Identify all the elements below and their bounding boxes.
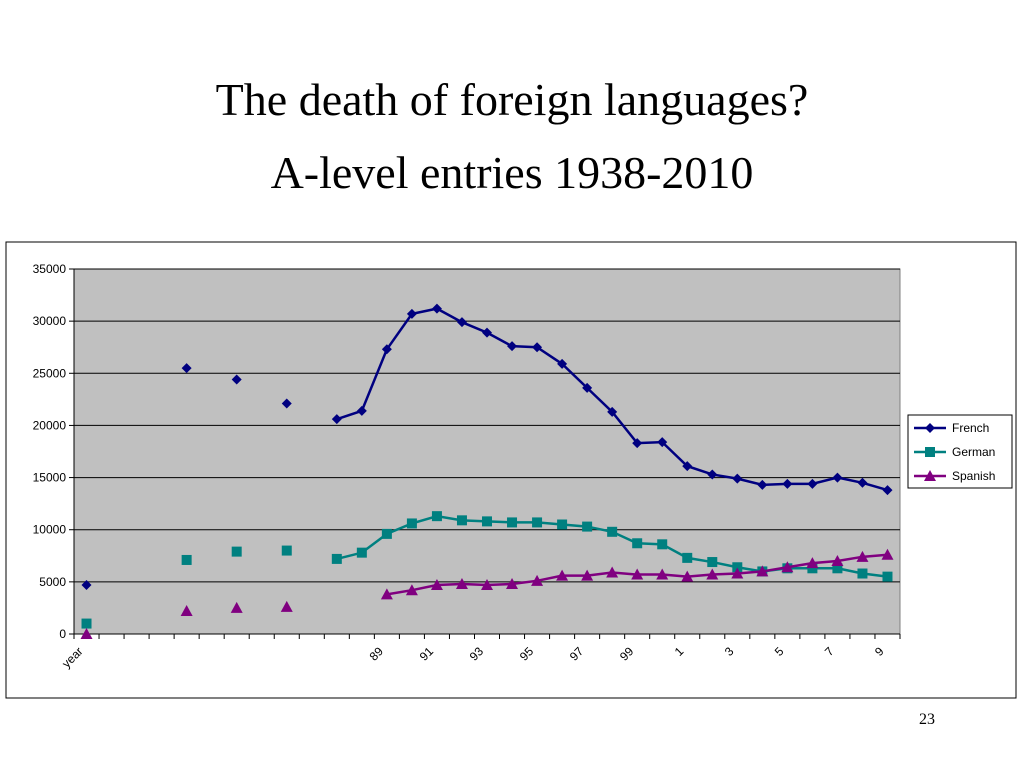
data-point [532,342,543,353]
data-point [331,414,342,425]
data-point [281,398,292,409]
data-point [656,568,669,580]
y-tick-label: 10000 [33,523,67,537]
data-point [707,469,718,480]
data-point [231,374,242,385]
data-point [356,547,367,558]
data-point [657,437,668,448]
data-point [430,578,443,590]
data-point [431,303,442,314]
data-point [380,588,393,600]
data-point [807,563,818,574]
data-point [506,577,519,589]
data-point [606,566,619,578]
data-point [631,568,644,580]
data-point [557,519,568,530]
data-point [481,578,493,590]
legend-marker [925,423,935,433]
data-point [806,557,819,569]
data-point [405,584,418,596]
data-point [381,344,392,355]
data-point [557,358,568,369]
data-point [531,574,544,586]
data-point [181,554,192,565]
data-point [757,479,768,490]
data-point [532,517,543,528]
data-point [882,485,893,496]
data-point [582,382,593,393]
data-point [280,600,293,612]
data-point [406,308,417,319]
legend-label: German [952,445,995,459]
data-point [857,477,868,488]
data-point [582,521,593,532]
data-point [81,618,92,629]
y-tick-label: 20000 [33,418,67,432]
chart-title: The death of foreign languages? [216,74,809,125]
data-point [581,569,594,581]
data-point [456,317,467,328]
data-point [331,553,342,564]
legend-label: French [952,421,989,435]
data-point [782,478,793,489]
data-point [406,518,417,529]
data-point [632,438,643,449]
y-tick-label: 25000 [33,366,67,380]
data-point [80,628,93,639]
slide-number: 23 [919,711,935,728]
data-point [632,538,643,549]
data-point [731,567,744,579]
data-point [732,473,743,484]
y-tick-label: 5000 [39,575,66,589]
data-point [507,341,518,352]
data-point [356,405,367,416]
data-point [607,526,618,537]
y-tick-label: 0 [59,627,66,641]
chart-subtitle: A-level entries 1938-2010 [271,147,754,198]
data-point [857,568,868,579]
data-point [230,601,243,613]
data-point [381,528,392,539]
data-point [831,555,844,566]
data-point [455,577,468,589]
data-point [681,570,694,582]
data-point [707,557,718,568]
y-tick-label: 15000 [33,471,67,485]
data-point [482,516,492,527]
data-point [231,546,242,557]
data-point [507,517,518,528]
data-point [756,565,769,577]
data-point [807,478,818,489]
data-point [832,472,843,483]
data-point [732,562,743,573]
data-point [657,539,668,550]
data-point [556,569,569,581]
data-point [781,561,794,573]
data-point [456,515,467,526]
data-point [881,548,894,560]
y-tick-label: 35000 [33,262,67,276]
data-point [706,568,719,580]
data-point [832,563,843,574]
data-point [431,511,442,522]
y-tick-label: 30000 [33,314,67,328]
data-point [482,327,492,338]
data-point [607,406,618,417]
legend-label: Spanish [952,469,995,483]
data-point [81,579,92,590]
data-point [181,363,192,374]
legend-marker [924,470,936,481]
data-point [882,571,893,582]
data-point [180,605,193,617]
data-point [856,550,869,562]
legend-marker [925,447,935,457]
data-point [682,461,693,472]
data-point [281,545,292,556]
data-point [682,552,693,563]
